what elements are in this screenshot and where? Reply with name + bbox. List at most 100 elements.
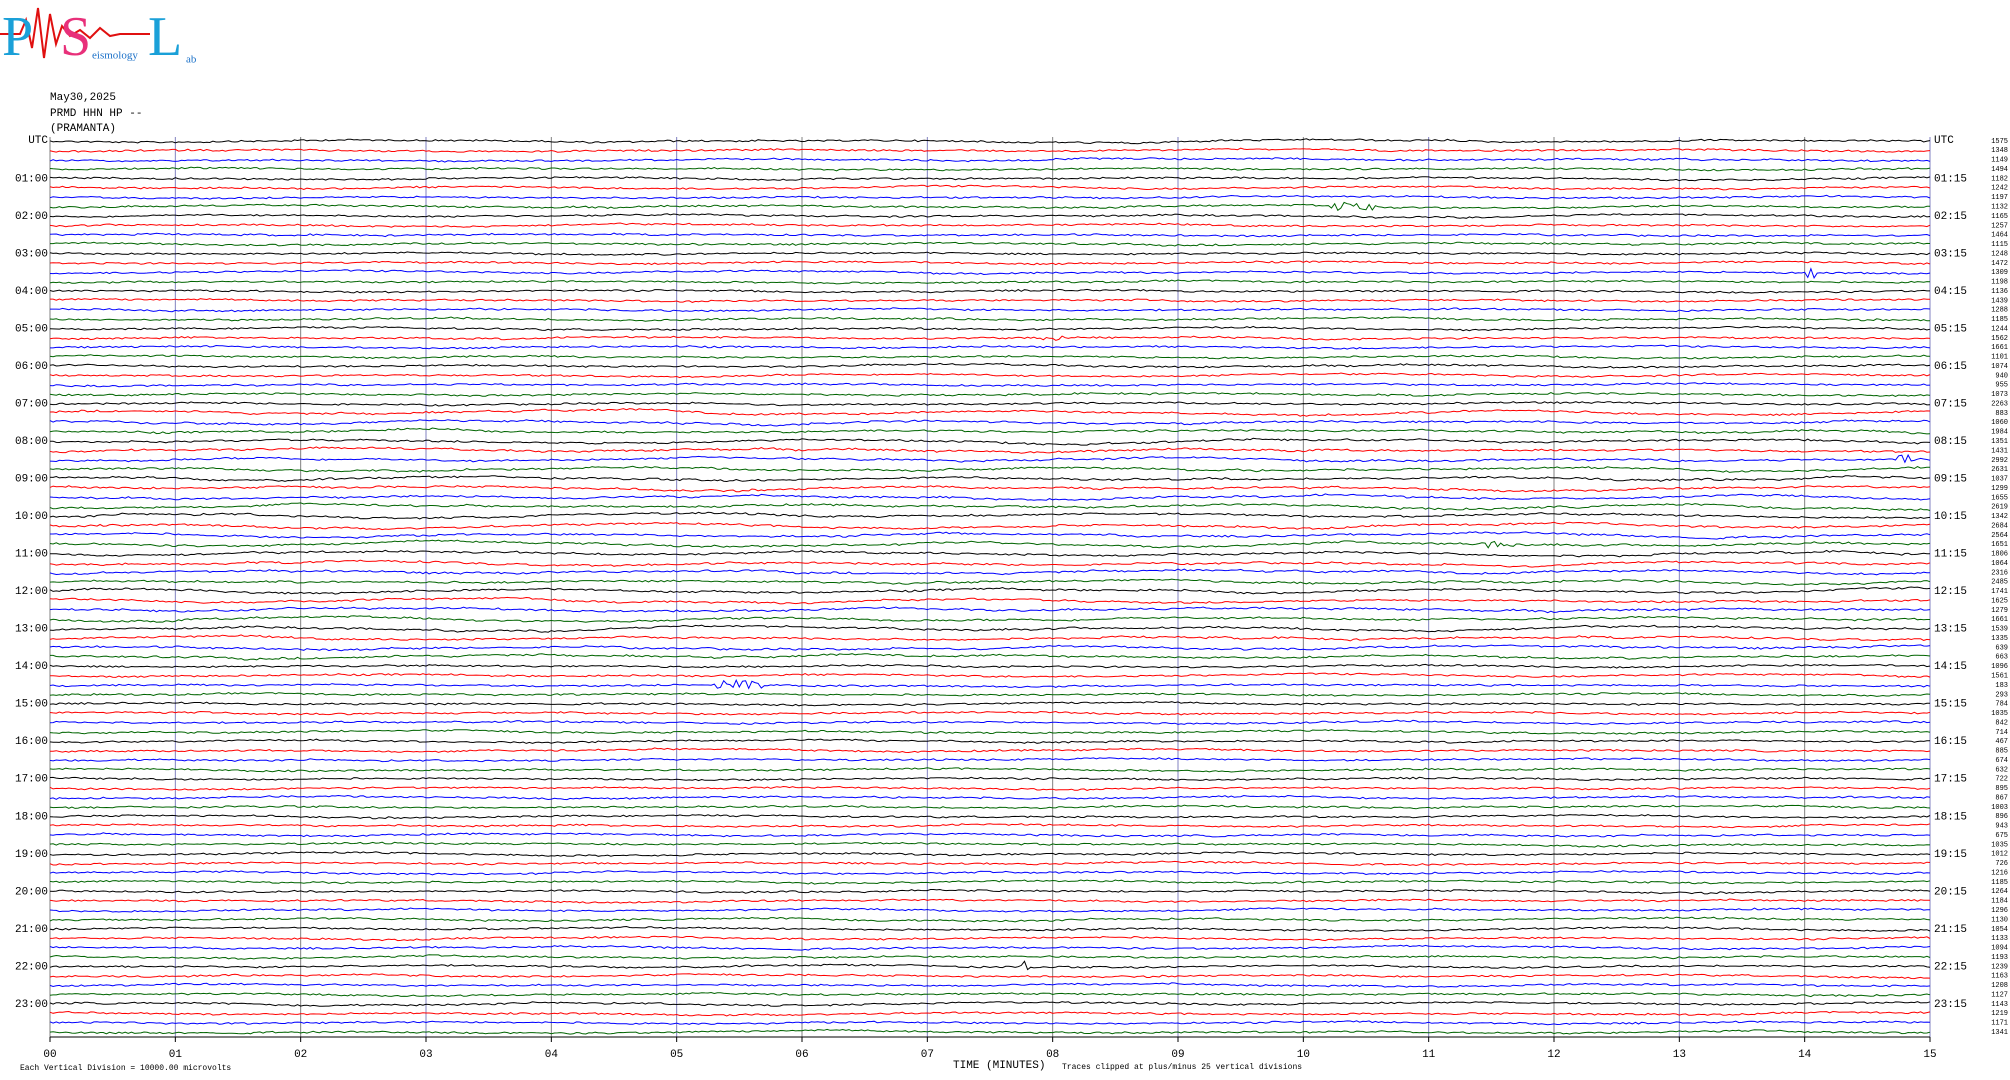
trace (49, 841, 1931, 848)
trace (49, 288, 1930, 294)
left-time-label: 02:00 (15, 211, 48, 223)
site: (PRAMANTA) (50, 123, 116, 135)
trace-scale: 1984 (1991, 429, 2008, 437)
x-tick-label: 01 (169, 1049, 183, 1061)
trace (49, 870, 1931, 876)
trace (50, 653, 1931, 661)
trace-scale: 1288 (1991, 307, 2008, 315)
logo: P S L eismology ab (0, 6, 197, 68)
trace (49, 194, 1931, 200)
trace (50, 241, 1931, 247)
trace (49, 446, 1931, 454)
x-tick-label: 00 (43, 1049, 56, 1061)
trace (49, 710, 1931, 716)
trace (49, 559, 1931, 568)
trace (49, 757, 1931, 763)
trace (49, 166, 1931, 172)
trace-scale: 2564 (1991, 532, 2008, 540)
trace-scale: 896 (1995, 813, 2008, 821)
right-time-label: 12:15 (1934, 586, 1967, 598)
trace-scale: 2316 (1991, 569, 2008, 577)
right-time-label: 19:15 (1934, 849, 1967, 861)
trace (49, 427, 1931, 435)
left-time-label: 16:00 (15, 736, 48, 748)
trace-scale: 1625 (1991, 597, 2008, 605)
trace-scale: 943 (1995, 823, 2008, 831)
trace-scale: 1651 (1991, 541, 2008, 549)
logo-word: ab (186, 54, 197, 66)
left-time-label: 06:00 (15, 361, 48, 373)
trace (49, 663, 1931, 669)
right-time-label: 03:15 (1934, 248, 1967, 260)
trace (49, 586, 1931, 595)
trace-scale: 639 (1995, 644, 2008, 652)
left-time-label: 15:00 (15, 699, 48, 711)
x-tick-label: 06 (795, 1049, 808, 1061)
trace-scale: 1661 (1991, 344, 2008, 352)
trace (49, 157, 1931, 163)
right-time-label: 05:15 (1934, 324, 1967, 336)
x-tick-label: 10 (1297, 1049, 1310, 1061)
trace-scale: 1219 (1991, 1010, 2008, 1018)
logo-wave (0, 7, 150, 59)
right-time-label: 20:15 (1934, 886, 1967, 898)
trace-scale: 1494 (1991, 166, 2008, 174)
trace (49, 700, 1930, 707)
trace-scale: 1060 (1991, 419, 2008, 427)
trace (49, 634, 1931, 642)
trace (49, 362, 1931, 369)
trace-scale: 1561 (1991, 673, 2008, 681)
trace-scale: 1661 (1991, 616, 2008, 624)
trace (49, 578, 1931, 586)
trace-scale: 1012 (1991, 851, 2008, 859)
trace-scale: 1130 (1991, 916, 2008, 924)
logo-letter: P (2, 6, 33, 68)
trace (49, 176, 1931, 182)
trace (49, 596, 1931, 605)
trace (49, 511, 1931, 520)
trace-scale: 885 (1995, 748, 2008, 756)
trace-scale: 1431 (1991, 447, 2008, 455)
trace-scale: 1184 (1991, 898, 2008, 906)
trace-scale: 1216 (1991, 869, 2008, 877)
trace (49, 392, 1931, 397)
trace (49, 408, 1931, 417)
x-tick-label: 13 (1673, 1049, 1686, 1061)
trace-scale: 1074 (1991, 363, 2008, 371)
x-tick-label: 09 (1171, 1049, 1184, 1061)
trace-scale: 1096 (1991, 663, 2008, 671)
scale-note: Each Vertical Division = 10000.00 microv… (20, 1064, 231, 1073)
trace-scale: 1296 (1991, 907, 2008, 915)
trace-scale: 1171 (1991, 1020, 2008, 1028)
trace-scale: 1239 (1991, 963, 2008, 971)
right-time-label: 14:15 (1934, 661, 1967, 673)
trace (49, 624, 1931, 633)
trace-scale: 722 (1995, 776, 2008, 784)
trace (49, 419, 1931, 427)
trace-scale: 1193 (1991, 954, 2008, 962)
left-time-label: 20:00 (15, 886, 48, 898)
right-time-label: 17:15 (1934, 774, 1967, 786)
trace-scale: 784 (1995, 701, 2008, 709)
trace (50, 549, 1930, 558)
trace (49, 776, 1930, 782)
trace-scale: 1163 (1991, 973, 2008, 981)
trace (50, 437, 1931, 446)
right-time-label: 01:15 (1934, 173, 1967, 185)
x-tick-label: 11 (1422, 1049, 1436, 1061)
trace (49, 453, 1931, 464)
right-time-label: 06:15 (1934, 361, 1967, 373)
trace (49, 804, 1931, 810)
left-time-label: 23:00 (15, 999, 48, 1011)
right-time-label: 08:15 (1934, 436, 1967, 448)
trace (49, 502, 1931, 511)
trace (49, 935, 1931, 942)
left-time-label: 14:00 (15, 661, 48, 673)
trace (49, 325, 1931, 332)
trace (49, 147, 1931, 153)
trace (49, 729, 1931, 735)
trace (49, 335, 1931, 341)
trace (49, 201, 1930, 212)
trace-scale: 183 (1995, 682, 2008, 690)
trace (49, 832, 1931, 838)
